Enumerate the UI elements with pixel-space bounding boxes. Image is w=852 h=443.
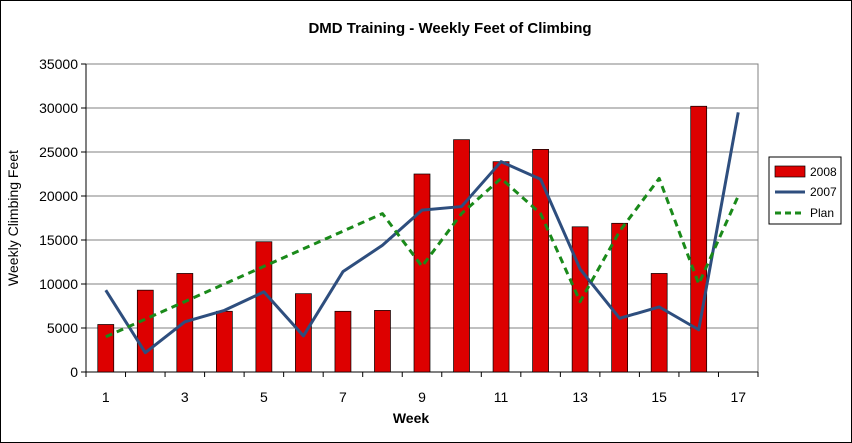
- chart-title: DMD Training - Weekly Feet of Climbing: [308, 20, 591, 37]
- bar-2008: [97, 324, 115, 373]
- bar-2008: [374, 310, 391, 373]
- bar-2008: [690, 105, 708, 373]
- x-tick-label: 9: [418, 389, 426, 405]
- bar-2008: [255, 241, 273, 373]
- x-tick-label: 13: [572, 389, 588, 405]
- y-tick-label: 20000: [39, 188, 78, 204]
- y-axis-label: Weekly Climbing Feet: [5, 150, 21, 286]
- bar-2008: [532, 149, 549, 373]
- bar-2008: [295, 293, 312, 373]
- line-series-2007: [104, 112, 740, 355]
- x-tick-label: 3: [181, 389, 189, 405]
- legend: 2008 2007 Plan: [768, 156, 842, 225]
- x-axis-label: Week: [393, 410, 430, 426]
- legend-swatch-2008: [774, 165, 806, 178]
- x-tick-label: 11: [494, 389, 509, 405]
- series-lines: [104, 112, 740, 355]
- y-tick-label: 5000: [47, 320, 78, 336]
- y-tick-label: 35000: [39, 56, 78, 72]
- x-tick-label: 15: [651, 389, 667, 405]
- y-tick-label: 25000: [39, 144, 78, 160]
- bar-2008: [334, 310, 352, 373]
- x-tick-label: 7: [339, 389, 347, 405]
- y-tick-label: 10000: [39, 276, 78, 292]
- bar-2008: [453, 139, 470, 373]
- legend-label-2007: 2007: [810, 185, 837, 199]
- bar-2008: [492, 161, 510, 373]
- x-tick-label: 5: [260, 389, 268, 405]
- x-tick-label: 17: [730, 389, 746, 405]
- bar-2008: [611, 222, 628, 373]
- bar-2008: [136, 289, 154, 373]
- legend-label-2008: 2008: [810, 165, 837, 179]
- y-axis-ticks: 0 5000 10000 15000 20000 25000 30000 35000: [39, 56, 86, 380]
- bar-2008: [413, 173, 431, 373]
- bar-2008: [650, 273, 668, 373]
- y-tick-label: 0: [70, 364, 78, 380]
- x-tick-label: 1: [102, 389, 110, 405]
- legend-label-plan: Plan: [810, 206, 834, 220]
- bar-2008: [216, 310, 233, 373]
- y-tick-label: 30000: [39, 100, 78, 116]
- y-tick-label: 15000: [39, 232, 78, 248]
